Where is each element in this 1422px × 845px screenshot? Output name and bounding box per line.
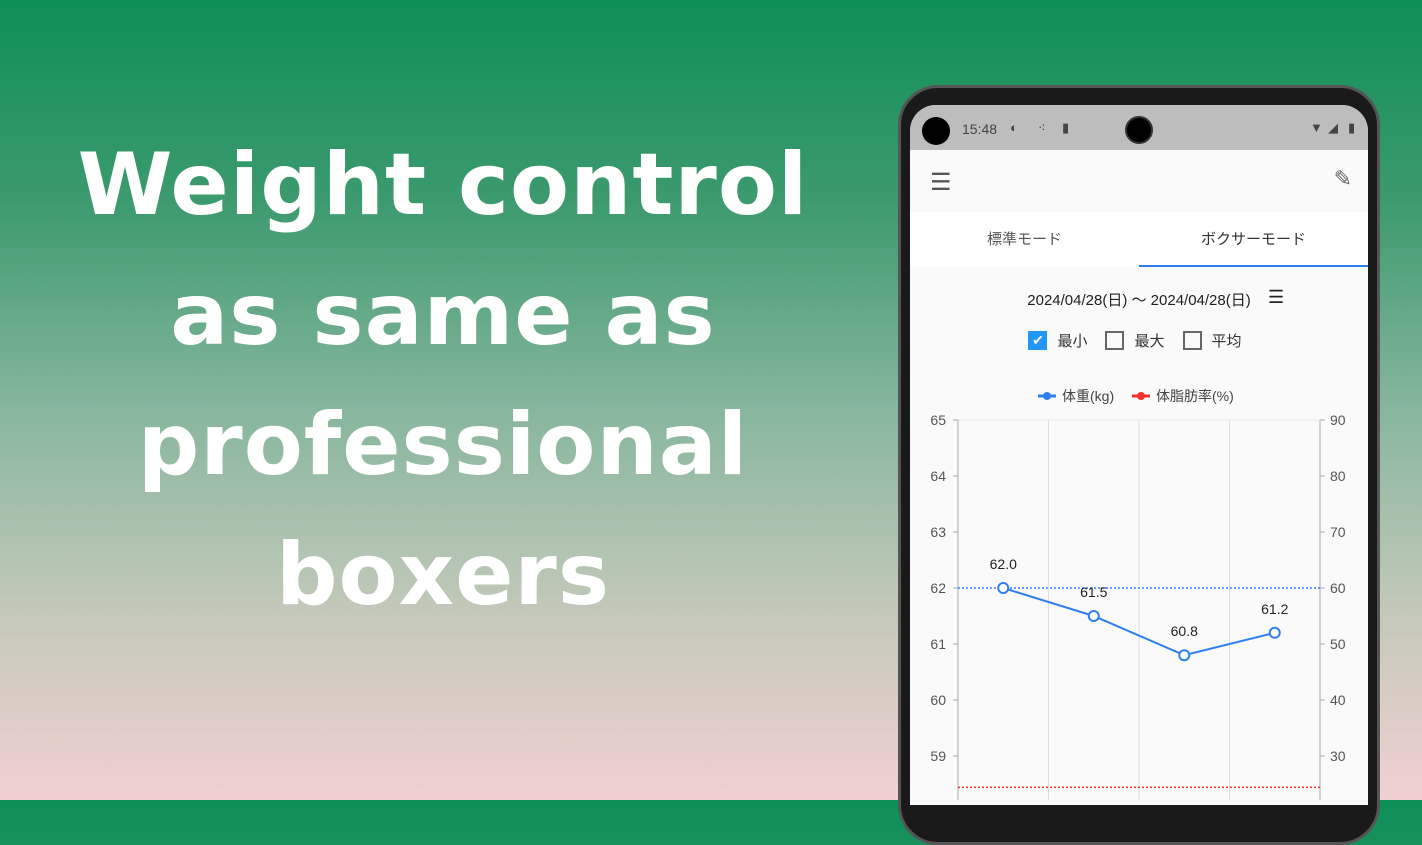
left-tick-label: 60 (930, 692, 946, 708)
data-point (1087, 610, 1100, 622)
menu-icon[interactable]: ☰ (930, 169, 952, 196)
checkbox-label: 最大 (1134, 333, 1165, 350)
data-point (1268, 626, 1281, 639)
tab-standard-mode[interactable]: 標準モード (986, 231, 1062, 248)
legend-marker (1137, 392, 1145, 400)
right-tick-label: 90 (1330, 412, 1346, 428)
front-camera (1125, 116, 1153, 144)
headline-line: Weight control (77, 135, 809, 235)
wifi-icon: ▼ (1310, 120, 1323, 135)
left-tick-label: 59 (930, 748, 946, 764)
signal-icon: ◢ (1328, 120, 1338, 135)
right-tick-label: 70 (1330, 524, 1346, 540)
filter-icon[interactable]: ☰ (1268, 287, 1285, 307)
headline-line: professional (137, 395, 749, 495)
camera-hole (922, 117, 950, 145)
checkbox-label: 平均 (1211, 333, 1242, 350)
assistant-icon: ⁖ (1038, 120, 1046, 135)
mode-tabs: 標準モード ボクサーモード (910, 212, 1368, 267)
status-time: 15:48 (962, 121, 998, 137)
data-label: 61.2 (1261, 601, 1288, 617)
checkbox-avg[interactable] (1182, 331, 1202, 350)
data-point (997, 582, 1010, 594)
left-tick-label: 61 (930, 636, 946, 652)
data-label: 61.5 (1080, 584, 1107, 600)
weight-chart: 59 60 61 62 63 64 65 30 40 50 60 70 80 90 62.0 61.5 60.8… (930, 388, 1346, 800)
checkbox-label: 最小 (1057, 333, 1088, 350)
right-tick-label: 60 (1330, 580, 1346, 596)
left-tick-label: 65 (930, 412, 946, 428)
app-notification-icon: ◐ (1010, 120, 1018, 135)
left-tick-label: 62 (930, 580, 946, 596)
right-tick-label: 80 (1330, 468, 1346, 484)
legend-label: 体脂肪率(%) (1156, 388, 1234, 404)
date-range: 2024/04/28(日) 〜 2024/04/28(日) ☰ (910, 287, 1368, 310)
weight-line (1002, 587, 1275, 657)
sd-card-icon: ▮ (1062, 120, 1070, 135)
date-range-text[interactable]: 2024/04/28(日) 〜 2024/04/28(日) (1027, 292, 1251, 309)
data-point (1178, 649, 1191, 662)
app-bar: ☰ ✎ (910, 150, 1368, 212)
data-label: 62.0 (990, 556, 1017, 572)
checkbox-min[interactable]: ✔ (1028, 331, 1048, 350)
left-tick-label: 63 (930, 524, 946, 540)
legend-marker (1043, 392, 1051, 400)
stat-checkboxes: ✔ 最小 最大 平均 (910, 330, 1368, 351)
headline-line: boxers (275, 525, 611, 625)
tab-boxer-mode[interactable]: ボクサーモード (1139, 212, 1368, 267)
battery-icon: ▮ (1348, 120, 1356, 135)
right-tick-label: 30 (1330, 748, 1346, 764)
left-tick-label: 64 (930, 468, 946, 484)
legend-label: 体重(kg) (1062, 388, 1114, 404)
status-bar: 15:48 ◐ ⁖ ▮ ▼ ◢ ▮ (910, 105, 1368, 150)
checkbox-max[interactable] (1105, 331, 1125, 350)
edit-pencil-icon[interactable]: ✎ (1333, 166, 1352, 191)
headline: Weight control as same as professional b… (40, 120, 846, 640)
right-tick-label: 50 (1330, 636, 1346, 652)
data-label: 60.8 (1171, 623, 1198, 639)
right-tick-label: 40 (1330, 692, 1346, 708)
headline-line: as same as (170, 265, 716, 365)
